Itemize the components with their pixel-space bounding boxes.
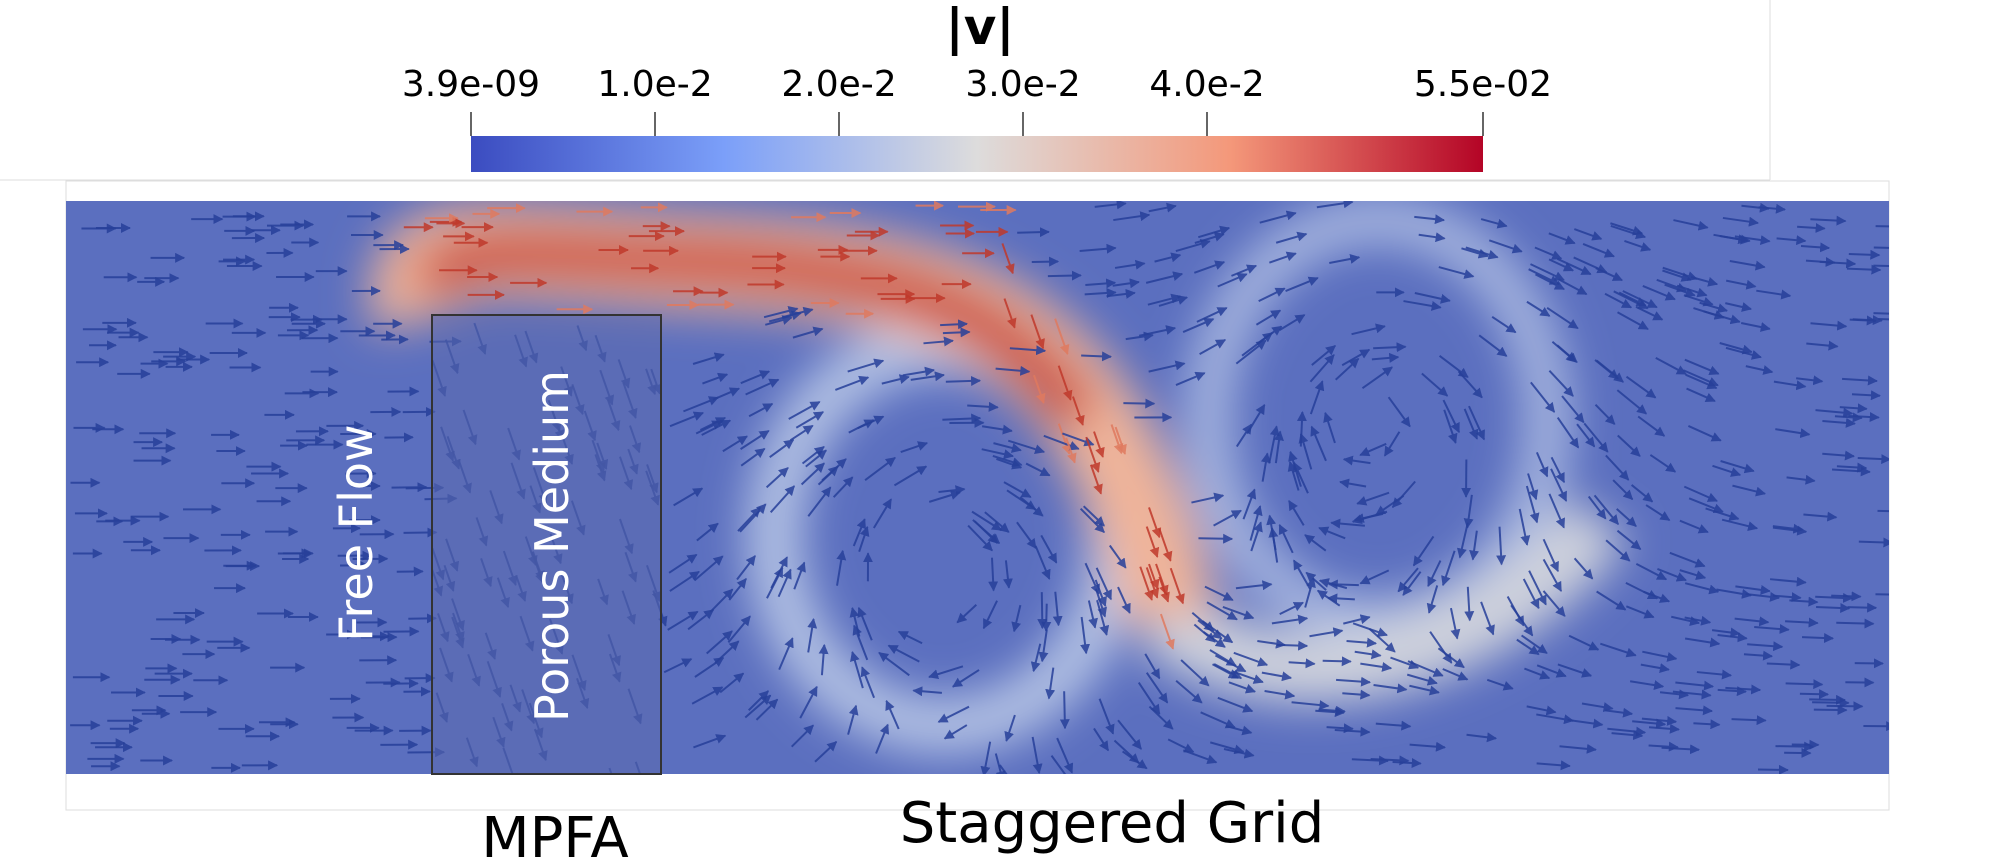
free-flow-label: Free Flow: [329, 424, 383, 641]
velocity-arrow: [1831, 596, 1860, 597]
velocity-arrow: [1786, 683, 1823, 684]
velocity-arrow: [1042, 592, 1043, 628]
mpfa-label: MPFA: [481, 806, 628, 857]
velocity-arrow: [940, 324, 967, 325]
velocity-arrow: [943, 332, 970, 333]
velocity-arrow: [1800, 694, 1828, 695]
velocity-arrow: [1017, 232, 1049, 233]
velocity-arrow: [1198, 538, 1232, 539]
velocity-arrow: [1873, 266, 1901, 267]
velocity-arrow: [1816, 607, 1849, 608]
colorbar-tick-label: 1.0e-2: [597, 64, 712, 105]
velocity-arrow: [1732, 719, 1766, 720]
velocity-arrow: [1836, 623, 1873, 624]
staggered-grid-label: Staggered Grid: [900, 791, 1324, 856]
velocity-arrow: [1048, 275, 1081, 276]
velocity-arrow: [1081, 355, 1111, 356]
colorbar-tick-label: 5.5e-02: [1414, 64, 1552, 105]
velocity-arrow: [1323, 661, 1351, 662]
colorbar-tick-label: 4.0e-2: [1149, 64, 1264, 105]
colorbar: [471, 136, 1483, 172]
velocity-arrow: [946, 381, 980, 382]
colorbar-tick-label: 3.0e-2: [965, 64, 1080, 105]
velocity-arrow: [1847, 607, 1876, 608]
velocity-arrow: [1878, 319, 1905, 320]
velocity-arrow: [1809, 699, 1845, 700]
velocity-arrow: [1046, 604, 1047, 631]
velocity-arrow: [1775, 746, 1813, 747]
velocity-arrow: [1032, 261, 1058, 262]
velocity-arrow: [1849, 254, 1879, 255]
colorbar-ticks: 3.9e-09 1.0e-2 2.0e-2 3.0e-2 4.0e-2 5.5e-02: [402, 64, 1552, 136]
velocity-arrow: [1853, 319, 1882, 320]
colorbar-tick-label: 2.0e-2: [781, 64, 896, 105]
velocity-arrow: [1859, 542, 1893, 543]
colorbar-title: |v|: [945, 0, 1014, 56]
velocity-arrow: [1847, 269, 1880, 270]
velocity-arrow: [1277, 645, 1307, 646]
velocity-arrow: [1064, 691, 1065, 728]
velocity-arrow: [1812, 702, 1849, 703]
porous-medium-label: Porous Medium: [525, 370, 579, 722]
velocity-arrow: [1814, 710, 1847, 711]
velocity-arrow: [1875, 594, 1906, 595]
velocity-arrow: [1802, 637, 1833, 638]
velocity-arrow: [1693, 723, 1719, 724]
colorbar-tick-label: 3.9e-09: [402, 64, 540, 105]
velocity-arrow: [1877, 511, 1905, 512]
